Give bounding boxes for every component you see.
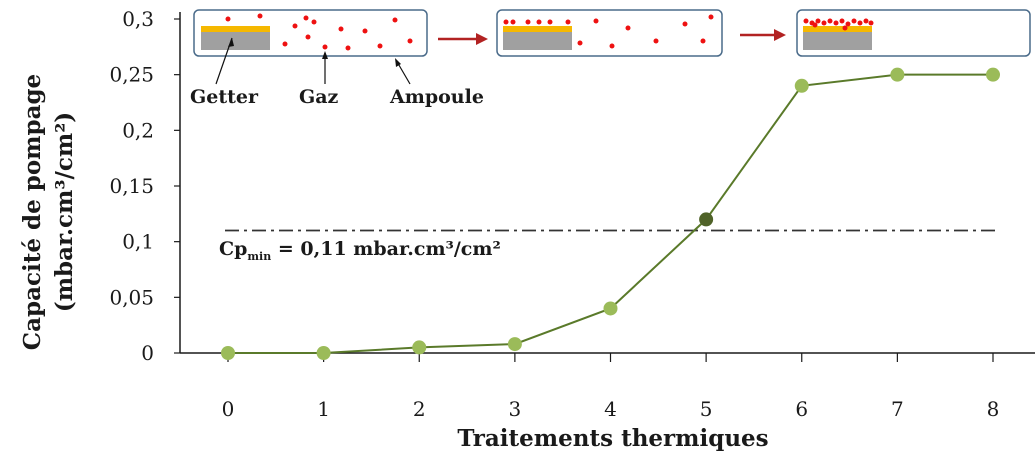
x-axis-title: Traitements thermiques xyxy=(457,425,768,452)
y-tick-label: 0,3 xyxy=(122,7,154,31)
y-axis-title-line2: (mbar.cm³/cm²) xyxy=(51,112,78,312)
y-tick-label: 0,05 xyxy=(109,285,154,309)
y-axis-title: Capacité de pompage (mbar.cm³/cm²) xyxy=(19,74,78,350)
substrate-2 xyxy=(503,32,572,50)
ampoule-pointer-head xyxy=(395,58,401,67)
gas-molecules-3 xyxy=(803,18,874,31)
data-point xyxy=(316,346,331,360)
threshold-label-sub: min xyxy=(247,250,271,263)
y-tick-label: 0 xyxy=(141,341,154,365)
data-point xyxy=(603,301,618,316)
getter-layer-3 xyxy=(803,26,872,32)
getter-layer-2 xyxy=(503,26,572,32)
gas-pointer-head xyxy=(322,51,328,59)
y-tick-label: 0,1 xyxy=(122,230,154,254)
arrow-2-head xyxy=(774,29,786,41)
gas-label: Gaz xyxy=(299,86,339,108)
y-tick-label: 0,15 xyxy=(109,174,154,198)
x-tick-label: 7 xyxy=(891,397,904,421)
data-point xyxy=(412,340,427,355)
y-tick-label: 0,25 xyxy=(109,63,154,87)
x-tick-label: 4 xyxy=(604,397,617,421)
substrate-3 xyxy=(803,32,872,50)
data-point xyxy=(507,337,522,352)
getter-pointer-head xyxy=(228,38,234,47)
threshold-label-main: Cp xyxy=(219,238,247,260)
ampoule-label: Ampoule xyxy=(389,86,484,108)
data-point xyxy=(221,346,235,360)
y-tick-label: 0,2 xyxy=(122,118,154,142)
data-point xyxy=(890,67,905,82)
gas-molecules-1 xyxy=(225,13,413,51)
x-tick-label: 2 xyxy=(413,397,426,421)
x-tick-label: 5 xyxy=(700,397,713,421)
getter-label: Getter xyxy=(190,86,259,108)
data-point-highlight xyxy=(699,212,714,227)
threshold-label: Cpmin = 0,11 mbar.cm³/cm² xyxy=(219,238,501,263)
arrow-1-head xyxy=(476,33,488,45)
x-tick-label: 0 xyxy=(222,397,235,421)
x-tick-label: 3 xyxy=(509,397,522,421)
substrate-1 xyxy=(201,32,270,50)
x-tick-label: 1 xyxy=(317,397,330,421)
threshold-label-rest: = 0,11 mbar.cm³/cm² xyxy=(271,238,501,260)
series-points xyxy=(221,67,1000,360)
x-tick-label: 8 xyxy=(987,397,1000,421)
data-point xyxy=(794,78,809,93)
y-axis-title-line1: Capacité de pompage xyxy=(19,74,46,350)
x-tick-label: 6 xyxy=(795,397,808,421)
getter-layer-1 xyxy=(201,26,270,32)
gas-molecules-2 xyxy=(503,14,714,49)
y-ticks: 0 0,05 0,1 0,15 0,2 0,25 0,3 xyxy=(109,7,180,365)
getter-inset-diagram: Getter Gaz Ampoule xyxy=(190,9,1031,108)
x-ticks: 0 1 2 3 4 5 6 7 8 xyxy=(222,353,1000,421)
data-point xyxy=(986,67,1000,82)
